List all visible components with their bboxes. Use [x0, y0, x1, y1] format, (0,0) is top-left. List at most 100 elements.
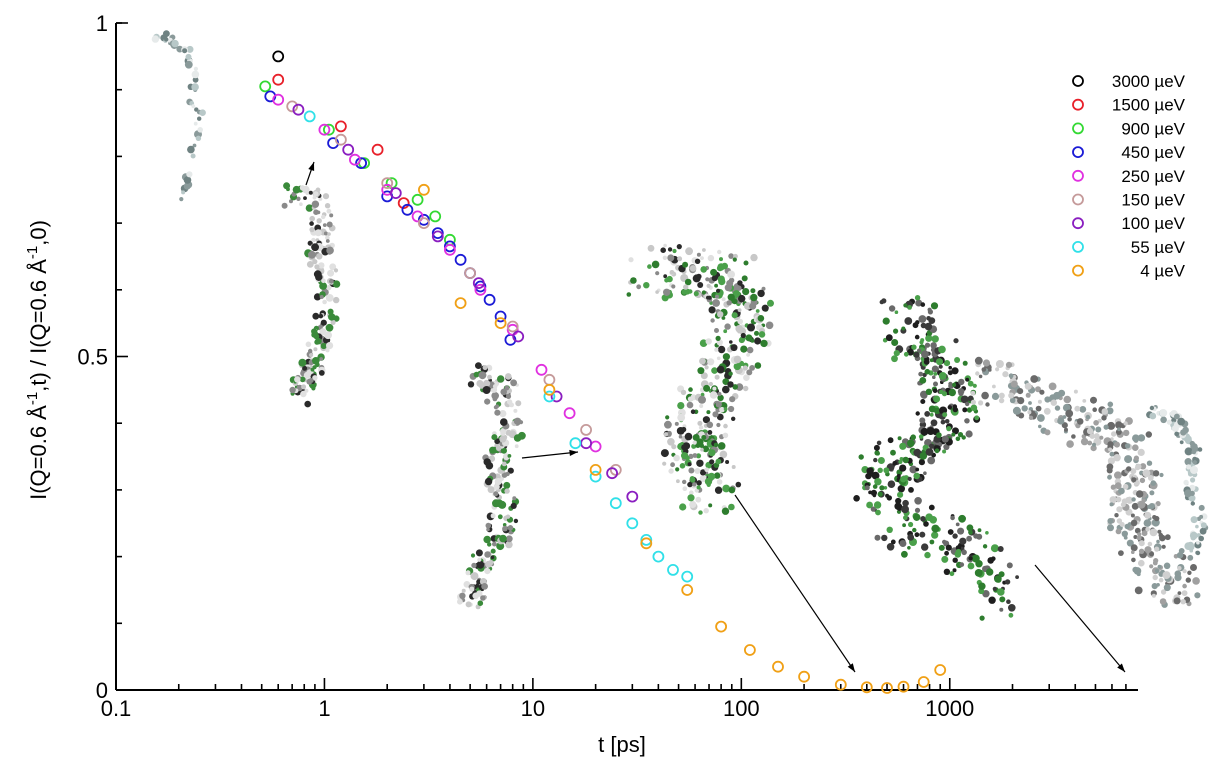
molecule-bead — [504, 385, 510, 391]
molecule-bead — [470, 572, 479, 581]
molecule-bead — [995, 367, 1000, 372]
molecule-bead — [1107, 518, 1114, 524]
y-tick-label: 0 — [96, 678, 108, 703]
data-point — [411, 210, 424, 223]
molecule-bead — [694, 258, 701, 264]
molecule-bead — [881, 534, 888, 542]
data-point — [506, 320, 519, 333]
molecule-bead — [1054, 405, 1061, 411]
molecule-bead — [465, 601, 472, 608]
molecule-bead — [696, 459, 704, 467]
data-point — [543, 373, 556, 386]
molecule-bead — [955, 545, 962, 551]
molecule-bead — [1074, 405, 1081, 412]
molecule-bead — [690, 409, 696, 415]
data-point — [286, 100, 299, 113]
molecule-bead — [487, 374, 492, 380]
data-point — [334, 133, 347, 146]
molecule-bead — [1197, 447, 1203, 452]
molecule-bead — [515, 400, 522, 407]
molecule-bead — [1028, 401, 1032, 405]
plot-axes — [115, 23, 1138, 691]
molecule-bead — [1038, 424, 1042, 429]
molecule-bead — [919, 377, 927, 384]
molecule-bead — [974, 569, 983, 577]
x-tick-label: 10 — [521, 696, 545, 721]
molecule-bead — [681, 444, 688, 451]
molecule-bead — [1163, 584, 1171, 592]
molecule-bead — [883, 486, 888, 490]
molecule-bead — [1141, 530, 1148, 537]
molecule-bead — [1130, 468, 1137, 475]
molecule-bead — [724, 284, 732, 292]
molecule-bead — [507, 467, 514, 474]
molecule-bead — [710, 268, 718, 276]
molecule-bead — [309, 221, 314, 226]
molecule-bead — [1109, 502, 1114, 507]
molecule-bead — [985, 531, 989, 535]
legend-marker — [1072, 193, 1084, 206]
molecule-bead — [1199, 527, 1207, 535]
molecule-bead — [1008, 612, 1014, 618]
molecule-bead — [695, 453, 702, 459]
data-point — [589, 440, 602, 453]
molecule-bead — [199, 109, 206, 116]
molecule-bead — [924, 411, 931, 417]
molecule-bead — [933, 381, 938, 387]
molecule-bead — [967, 562, 975, 570]
molecule-bead — [1107, 474, 1112, 480]
molecule-bead — [709, 391, 718, 399]
molecule-bead — [704, 365, 709, 370]
molecule-bead — [902, 499, 909, 507]
molecule-bead — [1182, 569, 1187, 574]
molecule-bead — [689, 265, 697, 272]
molecule-bead — [475, 362, 482, 369]
molecule-bead — [1190, 477, 1196, 483]
molecule-bead — [873, 457, 878, 463]
molecule-bead — [195, 135, 202, 141]
molecule-bead — [933, 353, 937, 358]
molecule-bead — [478, 382, 485, 389]
molecule-bead — [706, 421, 714, 429]
molecule-bead — [716, 422, 721, 428]
molecule-bead — [981, 391, 989, 400]
molecule-bead — [919, 417, 926, 424]
molecule-bead — [972, 383, 977, 388]
molecule-bead — [325, 323, 334, 332]
molecule-bead — [1195, 550, 1201, 556]
molecule-bead — [929, 358, 934, 363]
molecule-bead — [733, 355, 742, 364]
molecule-bead — [1006, 562, 1013, 569]
molecule-bead — [318, 197, 323, 201]
molecule-bead — [743, 374, 750, 382]
molecule-bead — [981, 367, 987, 372]
molecule-bead — [750, 288, 756, 294]
molecule-bead — [1015, 575, 1019, 579]
molecule-bead — [932, 375, 936, 380]
molecule-bead — [482, 386, 491, 394]
molecule-bead — [497, 514, 503, 520]
molecule-bead — [492, 396, 498, 402]
molecule-bead — [968, 556, 973, 561]
molecule-bead — [329, 213, 334, 218]
molecule-bead — [698, 395, 706, 404]
molecule-bead — [1132, 444, 1139, 452]
data-point — [535, 363, 548, 376]
molecule-bead — [669, 270, 675, 275]
molecule-bead — [936, 432, 942, 438]
molecule-bead — [921, 350, 929, 359]
molecule-bead — [870, 489, 878, 496]
molecule-bead — [894, 310, 899, 315]
molecule-bead — [1196, 540, 1200, 545]
molecule-bead — [491, 434, 498, 441]
molecule-bead — [750, 338, 755, 343]
molecule-bead — [1163, 562, 1171, 570]
molecule-bead — [719, 257, 723, 262]
molecule-bead — [697, 282, 704, 288]
molecule-bead — [1136, 490, 1144, 498]
molecule-bead — [924, 342, 931, 348]
molecule-bead — [505, 393, 512, 399]
molecule-bead — [870, 506, 876, 512]
data-point — [272, 50, 285, 63]
molecule-bead — [899, 442, 907, 450]
